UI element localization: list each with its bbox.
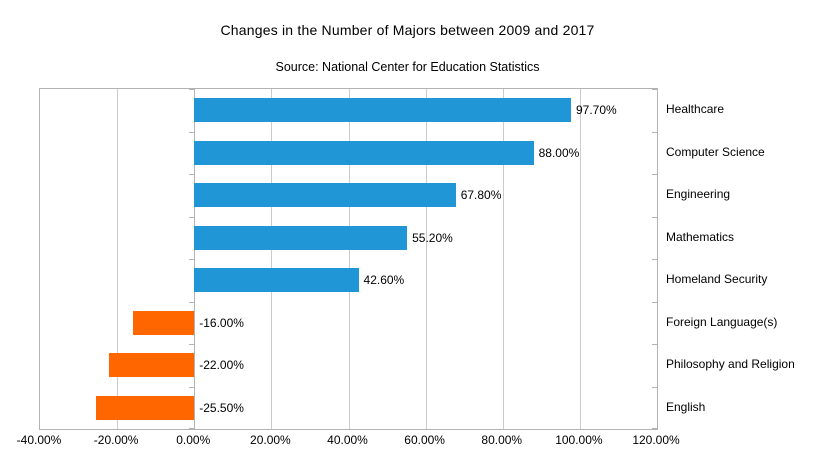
category-axis-tick [189, 259, 195, 260]
x-axis-tick-label: 120.00% [632, 433, 680, 447]
x-axis-tick-label: -40.00% [16, 433, 62, 447]
chart-title: Changes in the Number of Majors between … [220, 22, 595, 38]
x-axis-tick-label: 40.00% [327, 433, 368, 447]
category-axis-tick [652, 344, 657, 345]
category-axis-tick [652, 428, 657, 429]
bar-engineering [194, 183, 456, 208]
category-axis-tick [189, 301, 195, 303]
bar-computer-science [194, 140, 534, 165]
category-axis-tick [189, 131, 195, 133]
category-axis-tick [652, 386, 657, 388]
category-label: Engineering [666, 187, 731, 202]
gridline [502, 89, 504, 429]
bar-value-label: 97.70% [576, 103, 617, 118]
category-axis-tick [189, 428, 195, 429]
category-axis-tick [652, 301, 657, 303]
category-axis-tick [652, 259, 657, 260]
gridline [579, 89, 581, 429]
zero-axis-line [194, 89, 196, 429]
category-axis-tick [652, 216, 657, 218]
bar-philosophy-and-religion [109, 353, 195, 378]
x-axis-tick-label: -20.00% [93, 433, 139, 447]
category-label: Mathematics [666, 229, 735, 244]
category-axis-tick [652, 174, 657, 175]
bar-healthcare [194, 98, 571, 123]
chart-subtitle: Source: National Center for Education St… [275, 60, 540, 74]
x-axis-tick-label: 20.00% [250, 433, 291, 447]
category-axis-tick [189, 216, 195, 218]
category-axis-tick [189, 174, 195, 175]
bar-value-label: 42.60% [363, 273, 405, 288]
category-label: English [666, 399, 706, 414]
category-axis-tick [189, 386, 195, 388]
bar-english [95, 395, 195, 420]
category-axis-tick [652, 89, 657, 90]
category-axis-tick [189, 89, 195, 90]
category-axis-tick [652, 131, 657, 133]
gridline [348, 89, 350, 429]
gridline [117, 89, 119, 429]
bar-value-label: 67.80% [460, 188, 502, 203]
bar-value-label: 55.20% [412, 230, 453, 245]
bar-homeland-security [194, 268, 359, 293]
bar-mathematics [194, 225, 408, 250]
category-label: Foreign Language(s) [666, 314, 778, 329]
category-label: Homeland Security [666, 272, 768, 287]
bar-value-label: 88.00% [538, 145, 580, 160]
gridline [271, 89, 273, 429]
category-label: Healthcare [666, 102, 725, 117]
category-label: Computer Science [666, 144, 765, 159]
bar-foreign-language-s- [132, 310, 195, 335]
x-axis-tick-label: 0.00% [176, 433, 211, 447]
category-label: Philosophy and Religion [666, 357, 795, 372]
bar-value-label: -22.00% [199, 358, 244, 373]
x-axis-tick-label: 80.00% [481, 433, 523, 447]
bar-value-label: -16.00% [199, 315, 244, 330]
category-axis-tick [189, 344, 195, 345]
gridline [425, 89, 427, 429]
plot-area: 97.70% 88.00% 67.80% 55.20% 42.60% -16.00% -22… [39, 88, 658, 430]
x-axis-tick-label: 100.00% [555, 433, 603, 447]
x-axis-tick-label: 60.00% [404, 433, 445, 447]
bar-value-label: -25.50% [199, 400, 244, 415]
